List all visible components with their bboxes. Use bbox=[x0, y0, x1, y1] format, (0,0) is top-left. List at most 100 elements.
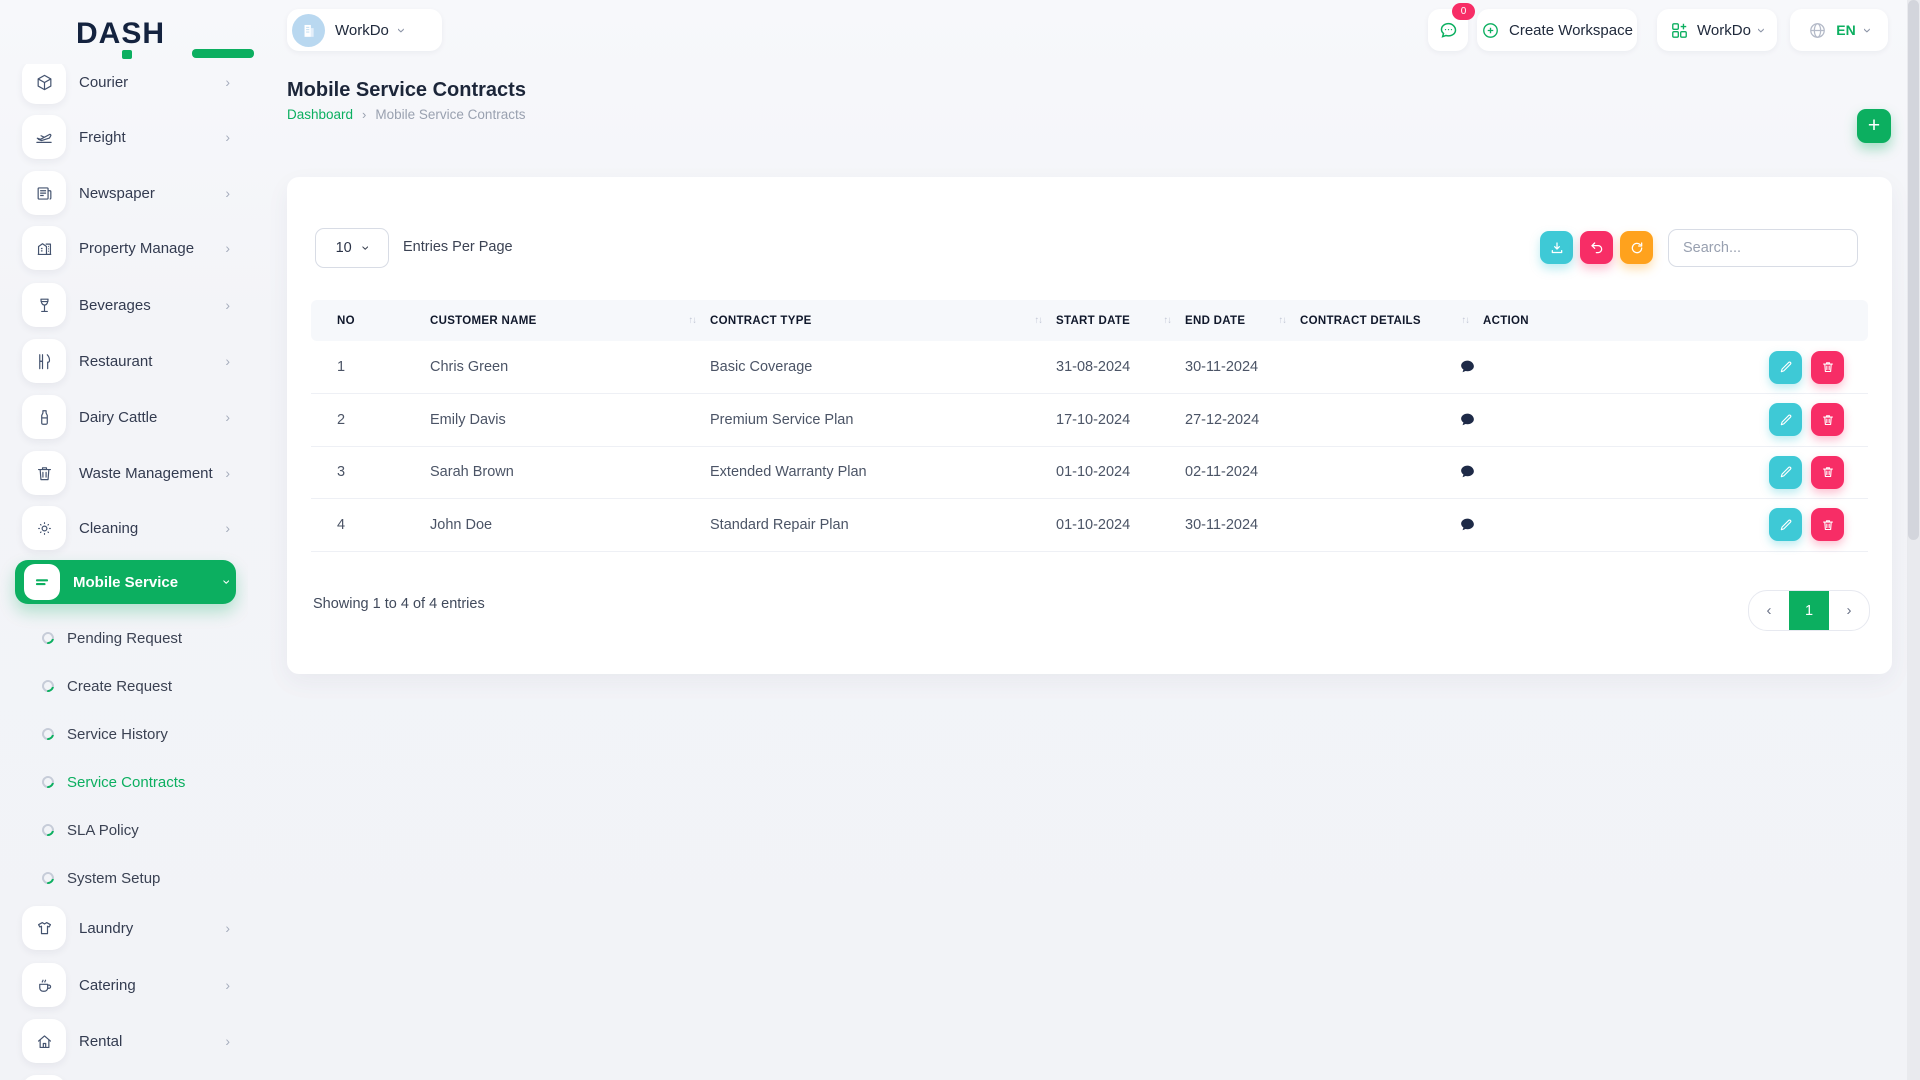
edit-button[interactable] bbox=[1769, 455, 1802, 489]
cell-customer-name: John Doe bbox=[430, 516, 493, 533]
sidebar-item-newspaper[interactable]: Newspaper › bbox=[14, 171, 236, 215]
comment-bubble-icon[interactable] bbox=[1458, 358, 1477, 376]
cell-start-date: 17-10-2024 bbox=[1056, 411, 1131, 428]
delete-button[interactable] bbox=[1811, 350, 1844, 384]
cell-end-date: 02-11-2024 bbox=[1185, 464, 1259, 480]
bullet-ring-icon bbox=[39, 869, 57, 887]
sidebar: Courier › Freight › Newspaper › Property… bbox=[0, 64, 248, 1080]
sidebar-item-label: Courier bbox=[79, 73, 129, 91]
sidebar-subitem-label: System Setup bbox=[67, 869, 161, 887]
export-download-button[interactable] bbox=[1540, 231, 1573, 264]
sidebar-item-rental[interactable]: Rental › bbox=[14, 1019, 236, 1063]
column-header-customer-name[interactable]: CUSTOMER NAME ↑↓ bbox=[430, 314, 697, 327]
page-scrollbar-thumb[interactable] bbox=[1908, 0, 1919, 540]
sidebar-item-label: Property Manage bbox=[79, 239, 195, 257]
breadcrumb-dashboard-link[interactable]: Dashboard bbox=[287, 107, 354, 122]
cell-contract-details bbox=[1300, 411, 1483, 429]
sort-icon[interactable]: ↑↓ bbox=[688, 315, 697, 326]
dash-logo[interactable]: DASH bbox=[64, 17, 254, 59]
language-selector[interactable]: EN › bbox=[1790, 9, 1888, 51]
pagination: ‹ 1 › bbox=[1748, 590, 1870, 631]
laundry-icon bbox=[22, 906, 66, 950]
sidebar-item-restaurant[interactable]: Restaurant › bbox=[14, 339, 236, 383]
sidebar-subitem-pending-request[interactable]: Pending Request bbox=[39, 625, 232, 651]
sidebar-item-mobile-service[interactable]: Mobile Service › bbox=[15, 560, 236, 604]
column-header-contract-type[interactable]: CONTRACT TYPE ↑↓ bbox=[710, 314, 1043, 327]
create-workspace-button[interactable]: Create Workspace bbox=[1477, 9, 1637, 51]
cell-contract-details bbox=[1300, 358, 1483, 376]
delete-button[interactable] bbox=[1811, 403, 1844, 436]
cell-end-date: 27-12-2024 bbox=[1185, 411, 1260, 428]
cell-no: 3 bbox=[337, 464, 346, 480]
search-input[interactable] bbox=[1668, 229, 1858, 267]
sidebar-item-cleaning[interactable]: Cleaning › bbox=[14, 506, 236, 550]
trash-icon bbox=[1822, 519, 1833, 530]
bullet-ring-icon bbox=[39, 725, 57, 743]
table-row: 1 Chris Green Basic Coverage 31-08-2024 … bbox=[311, 341, 1868, 394]
sidebar-subitem-system-setup[interactable]: System Setup bbox=[39, 865, 232, 891]
restaurant-icon bbox=[22, 339, 66, 383]
chevron-right-icon: › bbox=[225, 185, 230, 201]
pagination-prev-button[interactable]: ‹ bbox=[1766, 602, 1772, 619]
cell-actions bbox=[1483, 455, 1868, 489]
sort-icon[interactable]: ↑↓ bbox=[1034, 315, 1043, 326]
freight-icon bbox=[22, 115, 66, 159]
sidebar-item-label: Freight bbox=[79, 128, 126, 146]
undo-arrow-icon bbox=[1590, 241, 1602, 253]
sidebar-item-waste-management[interactable]: Waste Management › bbox=[14, 451, 236, 495]
pagination-next-button[interactable]: › bbox=[1846, 602, 1852, 619]
column-header-action: ACTION bbox=[1483, 314, 1529, 327]
comment-bubble-icon[interactable] bbox=[1458, 516, 1477, 534]
sidebar-item-label: Dairy Cattle bbox=[79, 408, 158, 426]
chat-button[interactable]: 0 bbox=[1428, 3, 1475, 51]
sidebar-item-property-manage[interactable]: Property Manage › bbox=[14, 226, 236, 270]
column-header-no[interactable]: NO bbox=[337, 314, 355, 327]
edit-button[interactable] bbox=[1769, 403, 1802, 436]
workspace-switcher[interactable]: WorkDo › bbox=[287, 9, 442, 51]
sidebar-item-dairy-cattle[interactable]: Dairy Cattle › bbox=[14, 395, 236, 439]
plus-circle-icon bbox=[1483, 22, 1498, 38]
entries-per-page-select[interactable]: 10 › bbox=[315, 228, 389, 268]
sort-icon[interactable]: ↑↓ bbox=[1163, 315, 1172, 326]
bullet-ring-icon bbox=[39, 629, 57, 647]
refresh-button[interactable] bbox=[1620, 231, 1653, 264]
sidebar-subitem-sla-policy[interactable]: SLA Policy bbox=[39, 817, 232, 843]
edit-button[interactable] bbox=[1769, 508, 1802, 541]
sidebar-subitem-service-history[interactable]: Service History bbox=[39, 721, 232, 747]
courier-icon bbox=[22, 64, 66, 104]
sidebar-item-label: Catering bbox=[79, 976, 136, 994]
sidebar-subitem-create-request[interactable]: Create Request bbox=[39, 673, 232, 699]
sidebar-subitem-label: Service Contracts bbox=[67, 773, 186, 791]
sidebar-item-partial[interactable] bbox=[14, 1075, 236, 1080]
page-scrollbar-track[interactable] bbox=[1907, 0, 1920, 1080]
sidebar-item-courier[interactable]: Courier › bbox=[14, 64, 236, 104]
reset-button[interactable] bbox=[1580, 231, 1613, 264]
sidebar-item-label: Newspaper bbox=[79, 184, 155, 202]
column-header-start-date[interactable]: START DATE ↑↓ bbox=[1056, 314, 1172, 327]
beverages-icon bbox=[22, 283, 66, 327]
sidebar-subitem-service-contracts[interactable]: Service Contracts bbox=[39, 769, 232, 795]
chevron-right-icon: › bbox=[225, 353, 230, 369]
sidebar-item-laundry[interactable]: Laundry › bbox=[14, 906, 236, 950]
sidebar-item-freight[interactable]: Freight › bbox=[14, 115, 236, 159]
column-header-contract-details[interactable]: CONTRACT DETAILS ↑↓ bbox=[1300, 314, 1470, 327]
entries-summary: Showing 1 to 4 of 4 entries bbox=[313, 596, 485, 612]
sidebar-item-beverages[interactable]: Beverages › bbox=[14, 283, 236, 327]
delete-button[interactable] bbox=[1811, 455, 1844, 489]
app-menu-button[interactable]: WorkDo › bbox=[1657, 9, 1777, 51]
delete-button[interactable] bbox=[1811, 508, 1844, 541]
cell-actions bbox=[1483, 508, 1868, 541]
comment-bubble-icon[interactable] bbox=[1458, 463, 1477, 481]
sort-icon[interactable]: ↑↓ bbox=[1461, 315, 1470, 326]
sort-icon[interactable]: ↑↓ bbox=[1278, 315, 1287, 326]
dash-logo-text: DASH bbox=[76, 17, 166, 50]
sidebar-item-catering[interactable]: Catering › bbox=[14, 963, 236, 1007]
column-header-end-date[interactable]: END DATE ↑↓ bbox=[1185, 314, 1287, 327]
comment-bubble-icon[interactable] bbox=[1458, 411, 1477, 429]
edit-button[interactable] bbox=[1769, 350, 1802, 384]
add-contract-button[interactable]: + bbox=[1857, 109, 1891, 143]
waste-management-icon bbox=[22, 451, 66, 495]
pagination-page-1[interactable]: 1 bbox=[1789, 591, 1829, 630]
chevron-down-icon: › bbox=[219, 579, 236, 585]
chevron-right-icon: › bbox=[362, 107, 367, 122]
